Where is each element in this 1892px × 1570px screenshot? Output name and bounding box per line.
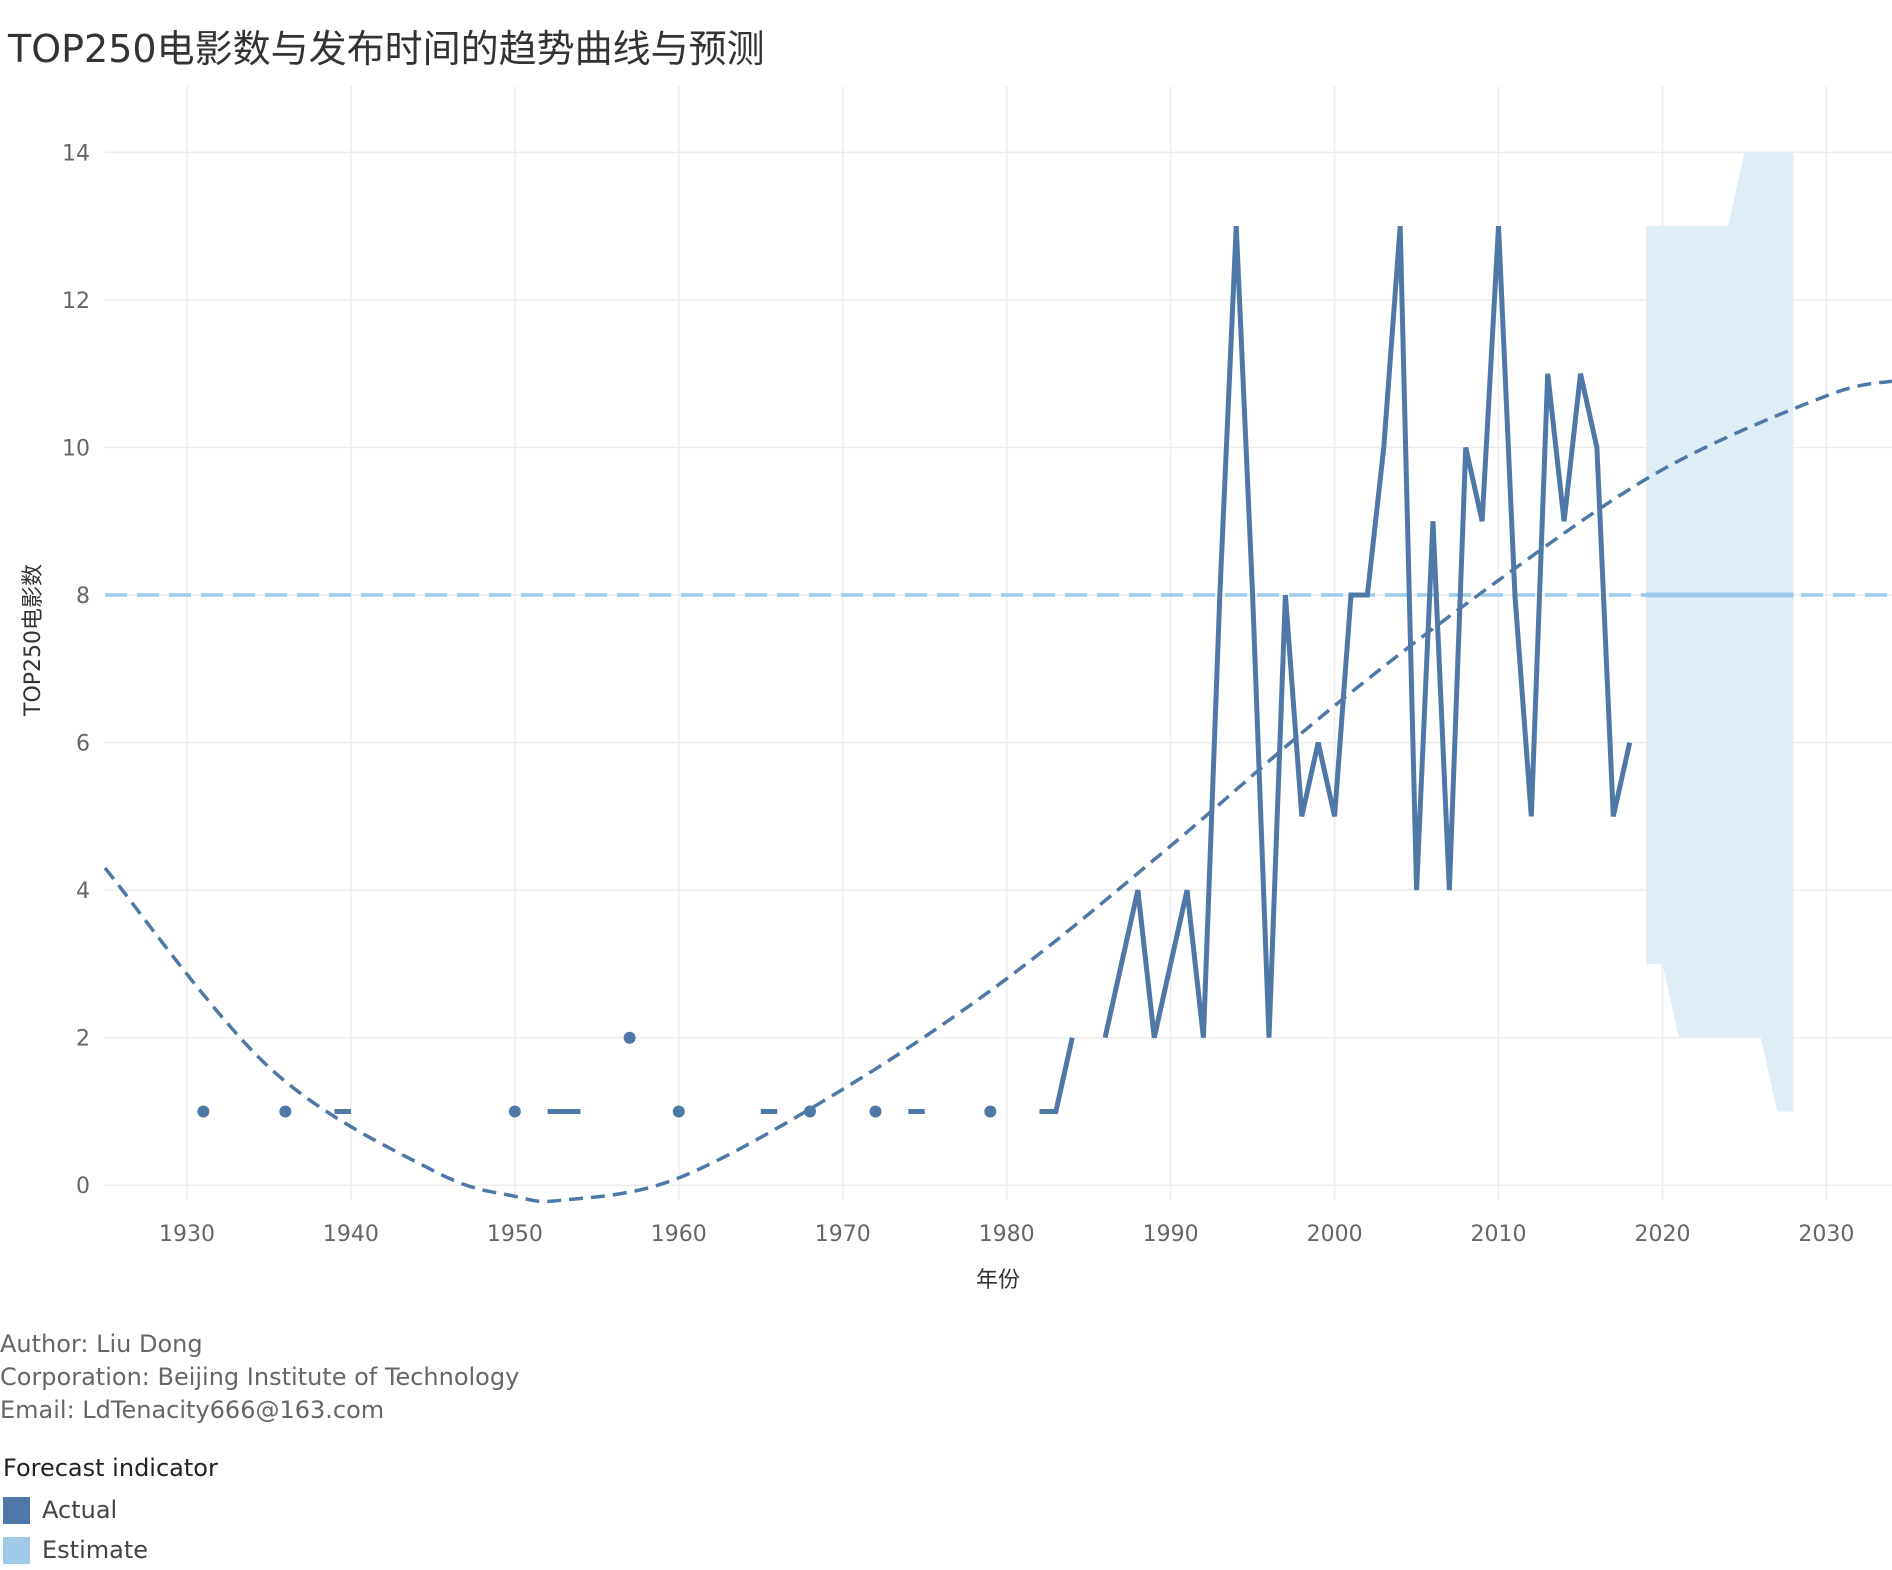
actual-point [672, 1105, 685, 1118]
chart-title: TOP250电影数与发布时间的趋势曲线与预测 [8, 27, 765, 71]
x-tick-label: 1940 [323, 1222, 379, 1247]
y-tick-label: 12 [62, 289, 90, 314]
x-tick-label: 1970 [815, 1222, 871, 1247]
actual-point [869, 1105, 882, 1118]
x-tick-label: 1990 [1143, 1222, 1199, 1247]
x-tick-label: 2030 [1798, 1222, 1854, 1247]
chart-svg: 0 2 4 6 8 10 12 14 1930 1940 1950 1960 1970 1980 1990… [21, 86, 1892, 1293]
forecast-band-area [1646, 152, 1794, 1112]
y-tick-label: 10 [62, 436, 90, 461]
legend-label-actual: Actual [42, 1496, 118, 1524]
x-tick-label: 2020 [1634, 1222, 1690, 1247]
legend-swatch-actual [3, 1496, 30, 1524]
credit-author: Author: Liu Dong [0, 1330, 203, 1358]
actual-point [279, 1105, 292, 1118]
legend-item-actual[interactable]: Actual [3, 1490, 218, 1530]
x-axis-title: 年份 [976, 1268, 1020, 1293]
actual-line-segment [1039, 1037, 1075, 1114]
actual-line-segment [1102, 225, 1633, 1039]
credit-corporation: Corporation: Beijing Institute of Techno… [0, 1363, 520, 1391]
actual-point [197, 1105, 210, 1118]
y-axis-title: TOP250电影数 [21, 564, 46, 717]
x-tick-label: 1980 [979, 1222, 1035, 1247]
y-tick-label: 6 [76, 732, 90, 757]
x-tick-label: 1930 [159, 1222, 215, 1247]
x-tick-label: 1960 [651, 1222, 707, 1247]
actual-point [984, 1105, 997, 1118]
x-tick-label: 2010 [1471, 1222, 1527, 1247]
credits: Author: Liu Dong Corporation: Beijing In… [0, 1328, 519, 1427]
forecast-band [1646, 152, 1794, 1112]
y-axis-ticks: 0 2 4 6 8 10 12 14 [62, 141, 90, 1199]
actual-point [623, 1031, 636, 1044]
legend-label-estimate: Estimate [42, 1536, 149, 1564]
y-tick-label: 8 [76, 584, 90, 609]
grid [105, 86, 1892, 1200]
y-tick-label: 4 [76, 879, 90, 904]
credit-email: Email: LdTenacity666@163.com [0, 1396, 385, 1424]
y-tick-label: 14 [62, 141, 90, 166]
actual-point [803, 1105, 816, 1118]
x-tick-label: 1950 [487, 1222, 543, 1247]
trend-curve [103, 379, 1892, 1204]
trend-line [103, 379, 1892, 1204]
legend: Forecast indicator Actual Estimate [3, 1454, 218, 1570]
x-axis-ticks: 1930 1940 1950 1960 1970 1980 1990 2000 2010 2020… [159, 1222, 1854, 1247]
legend-title: Forecast indicator [3, 1454, 218, 1482]
legend-swatch-estimate [3, 1536, 30, 1564]
x-tick-label: 2000 [1307, 1222, 1363, 1247]
y-tick-label: 2 [76, 1027, 90, 1052]
actual-series [197, 225, 1633, 1118]
actual-point [508, 1105, 521, 1118]
legend-item-estimate[interactable]: Estimate [3, 1530, 218, 1570]
y-tick-label: 0 [76, 1174, 90, 1199]
